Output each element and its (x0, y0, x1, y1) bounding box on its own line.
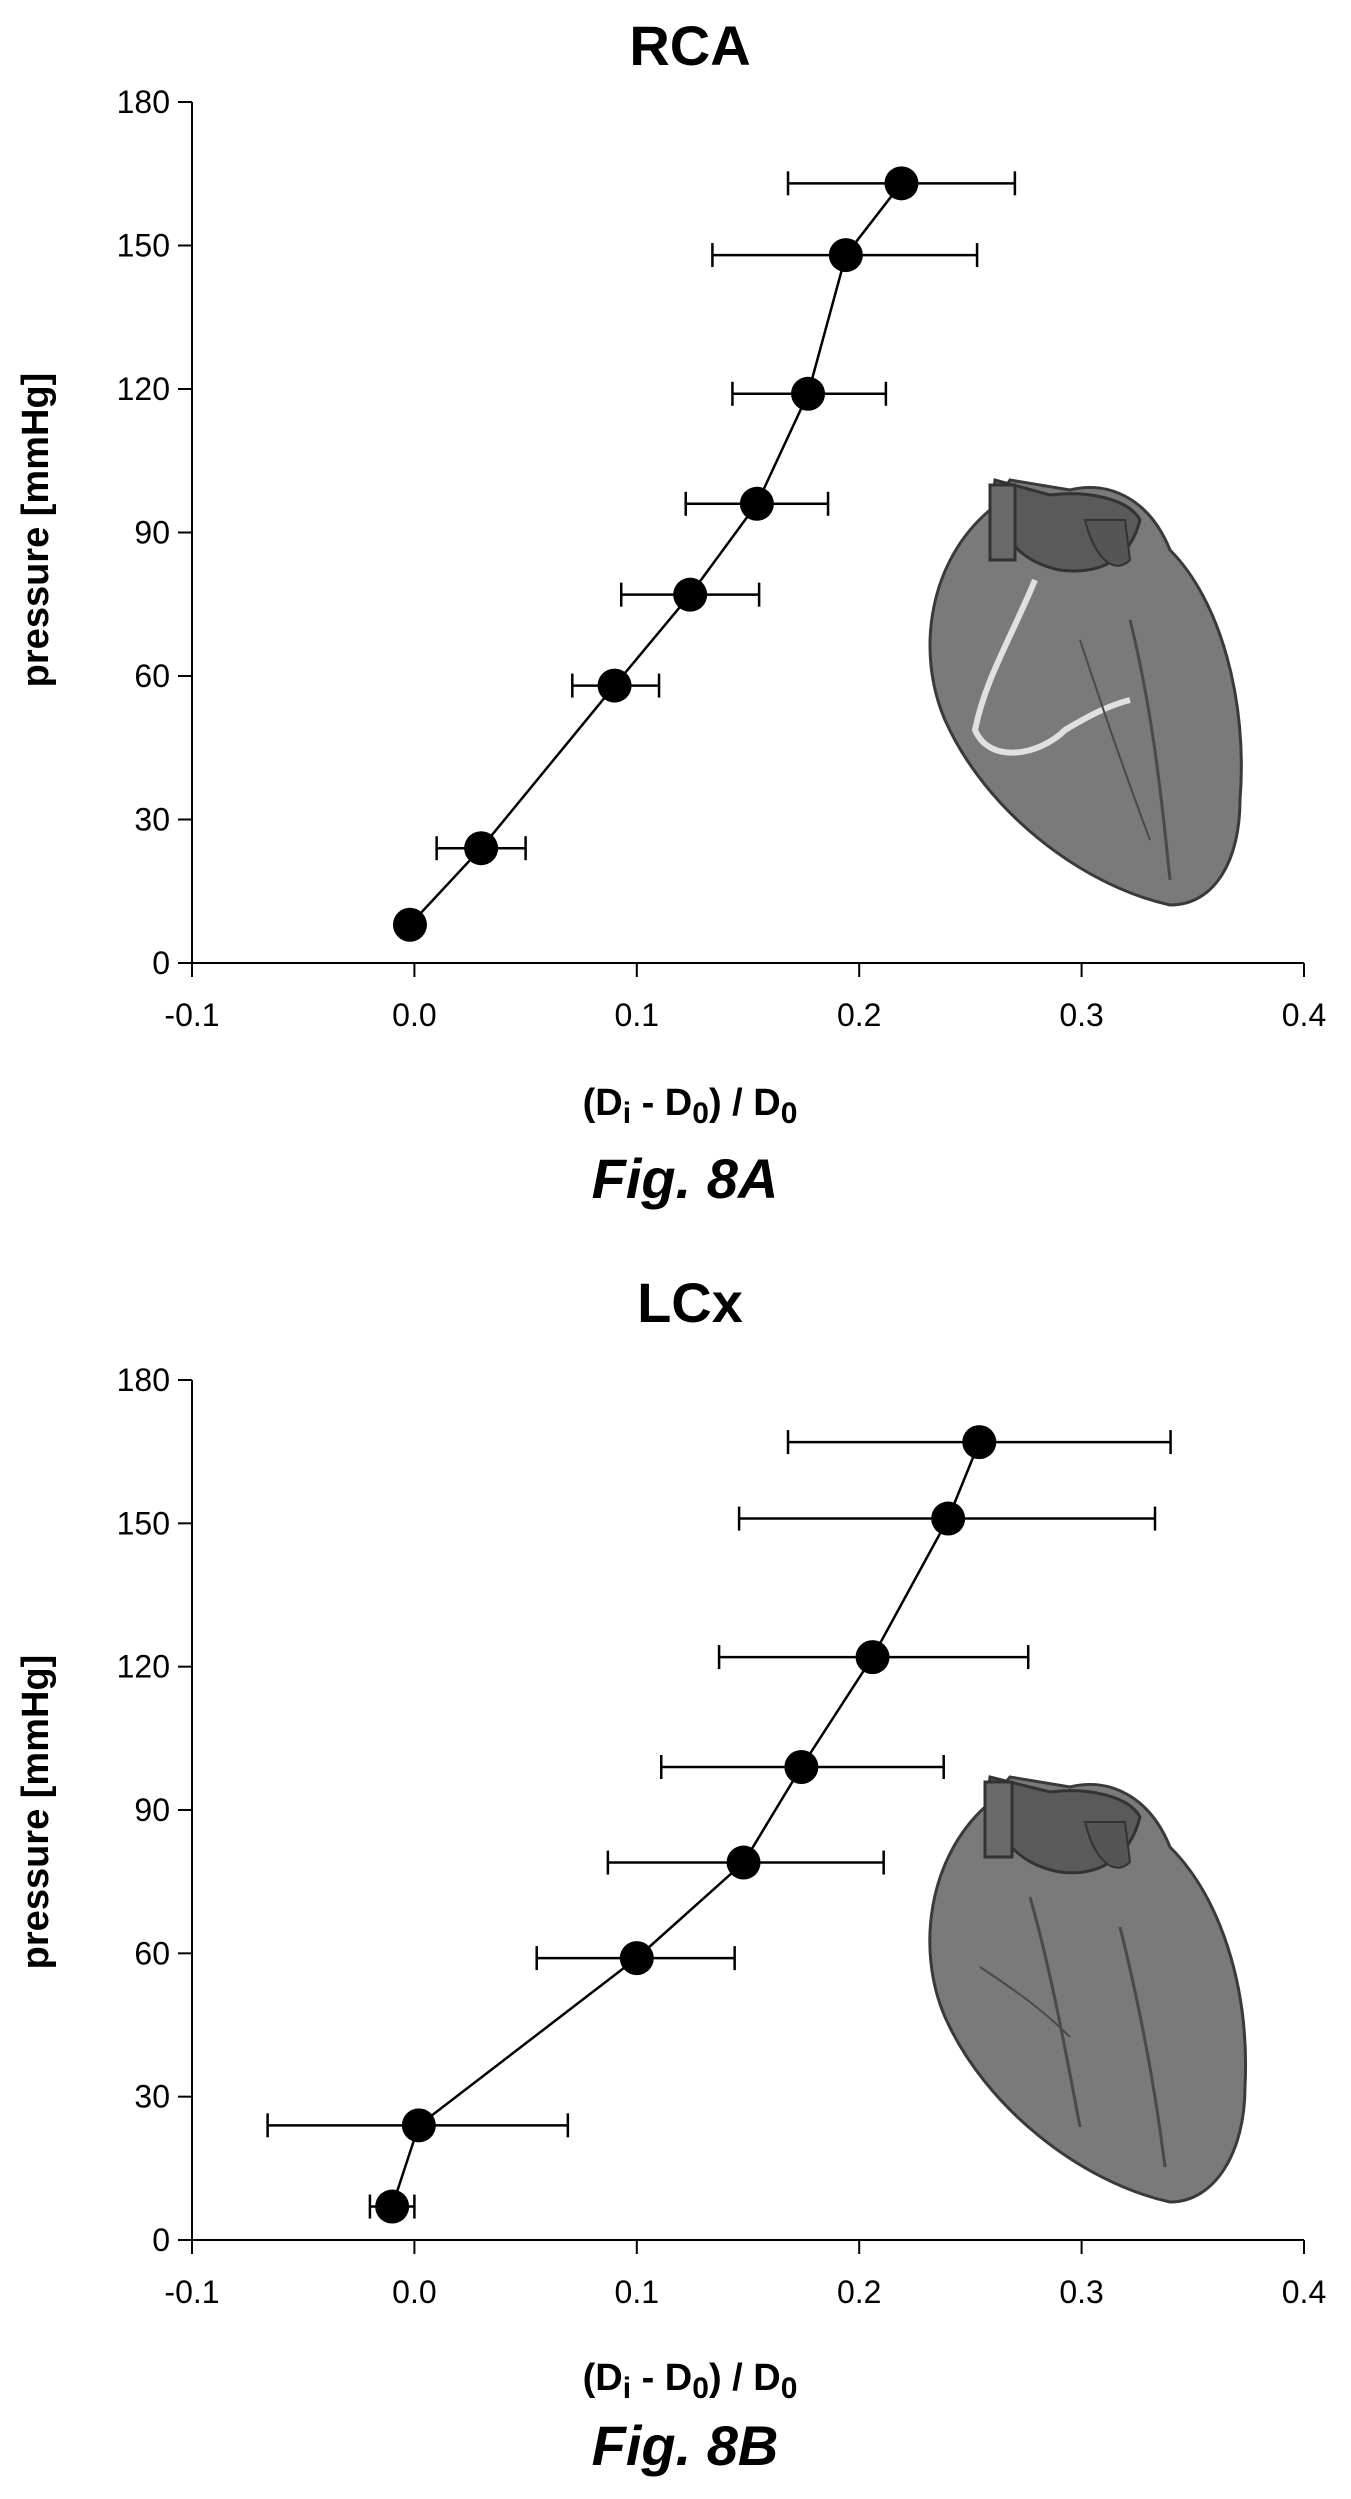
x-tick-label: 0.4 (1282, 997, 1326, 1033)
y-tick-label: 120 (117, 1649, 170, 1685)
x-axis-label: (Di - D0) / D0 (583, 2357, 798, 2405)
x-tick-label: 0.1 (615, 2274, 659, 2310)
data-series (266, 1425, 1172, 2224)
x-tick-label: 0.3 (1059, 2274, 1103, 2310)
y-axis-ticks: 0 30 60 90 120 150 180 (117, 84, 192, 981)
data-point (464, 831, 499, 866)
y-tick-label: 90 (134, 1792, 170, 1828)
x-tick-label: 0.3 (1059, 997, 1103, 1033)
data-point (784, 1750, 819, 1784)
data-point (884, 166, 919, 201)
y-tick-label: 150 (117, 228, 170, 264)
series-line (390, 1441, 981, 2207)
data-point (619, 1941, 654, 1976)
y-tick-label: 60 (134, 658, 170, 694)
x-axis-ticks: -0.1 0.0 0.1 0.2 0.3 0.4 (164, 963, 1326, 1033)
y-tick-label: 0 (152, 945, 170, 981)
x-tick-label: -0.1 (164, 997, 219, 1033)
heart-illustration-rca (928, 478, 1243, 907)
data-point (392, 907, 427, 942)
data-point (739, 486, 774, 521)
data-point (855, 1640, 890, 1675)
y-tick-label: 120 (117, 371, 170, 407)
data-point (931, 1501, 966, 1536)
chart-lcx: LCx 0 30 60 90 120 150 180 -0.1 0.0 0.1 0.2 0.3 0.4… (15, 1271, 1326, 2477)
data-point (791, 376, 826, 411)
y-tick-label: 90 (134, 515, 170, 551)
x-tick-label: 0.2 (837, 2274, 881, 2310)
data-point (597, 668, 632, 703)
y-tick-label: 180 (117, 84, 170, 120)
data-point (401, 2108, 436, 2143)
data-series (392, 166, 1017, 942)
heart-illustration-lcx (928, 1775, 1248, 2204)
x-tick-label: 0.2 (837, 997, 881, 1033)
figure-caption: Fig. 8A (592, 1147, 779, 1210)
x-tick-label: 0.0 (392, 2274, 436, 2310)
data-point (673, 577, 708, 612)
y-tick-label: 30 (134, 2079, 170, 2115)
figure-8a: RCA 0 30 60 90 120 150 180 -0.1 0.0 0.1 0.2 0.3 0.4… (0, 0, 1351, 1247)
figure-8b: LCx 0 30 60 90 120 150 180 -0.1 0.0 0.1 0.2 0.3 0.4… (0, 1247, 1351, 2494)
y-tick-label: 0 (152, 2222, 170, 2258)
y-axis-label: pressure [mmHg] (15, 373, 57, 688)
x-tick-label: 0.4 (1282, 2274, 1326, 2310)
x-tick-label: -0.1 (164, 2274, 219, 2310)
x-tick-label: 0.0 (392, 997, 436, 1033)
y-axis-ticks: 0 30 60 90 120 150 180 (117, 1362, 192, 2258)
figure-caption: Fig. 8B (592, 2414, 779, 2477)
data-point (962, 1425, 997, 1460)
chart-title: RCA (629, 14, 750, 77)
x-axis-label: (Di - D0) / D0 (583, 1082, 798, 1130)
data-point (828, 238, 863, 273)
x-axis-ticks: -0.1 0.0 0.1 0.2 0.3 0.4 (164, 2240, 1326, 2310)
chart-rca: RCA 0 30 60 90 120 150 180 -0.1 0.0 0.1 0.2 0.3 0.4… (15, 14, 1326, 1210)
y-tick-label: 60 (134, 1935, 170, 1971)
y-tick-label: 30 (134, 802, 170, 838)
series-line (409, 182, 903, 926)
y-tick-label: 150 (117, 1505, 170, 1541)
y-tick-label: 180 (117, 1362, 170, 1398)
x-tick-label: 0.1 (615, 997, 659, 1033)
data-point (375, 2189, 410, 2224)
y-axis-label: pressure [mmHg] (15, 1655, 57, 1970)
data-point (726, 1845, 761, 1880)
chart-title: LCx (637, 1271, 743, 1334)
